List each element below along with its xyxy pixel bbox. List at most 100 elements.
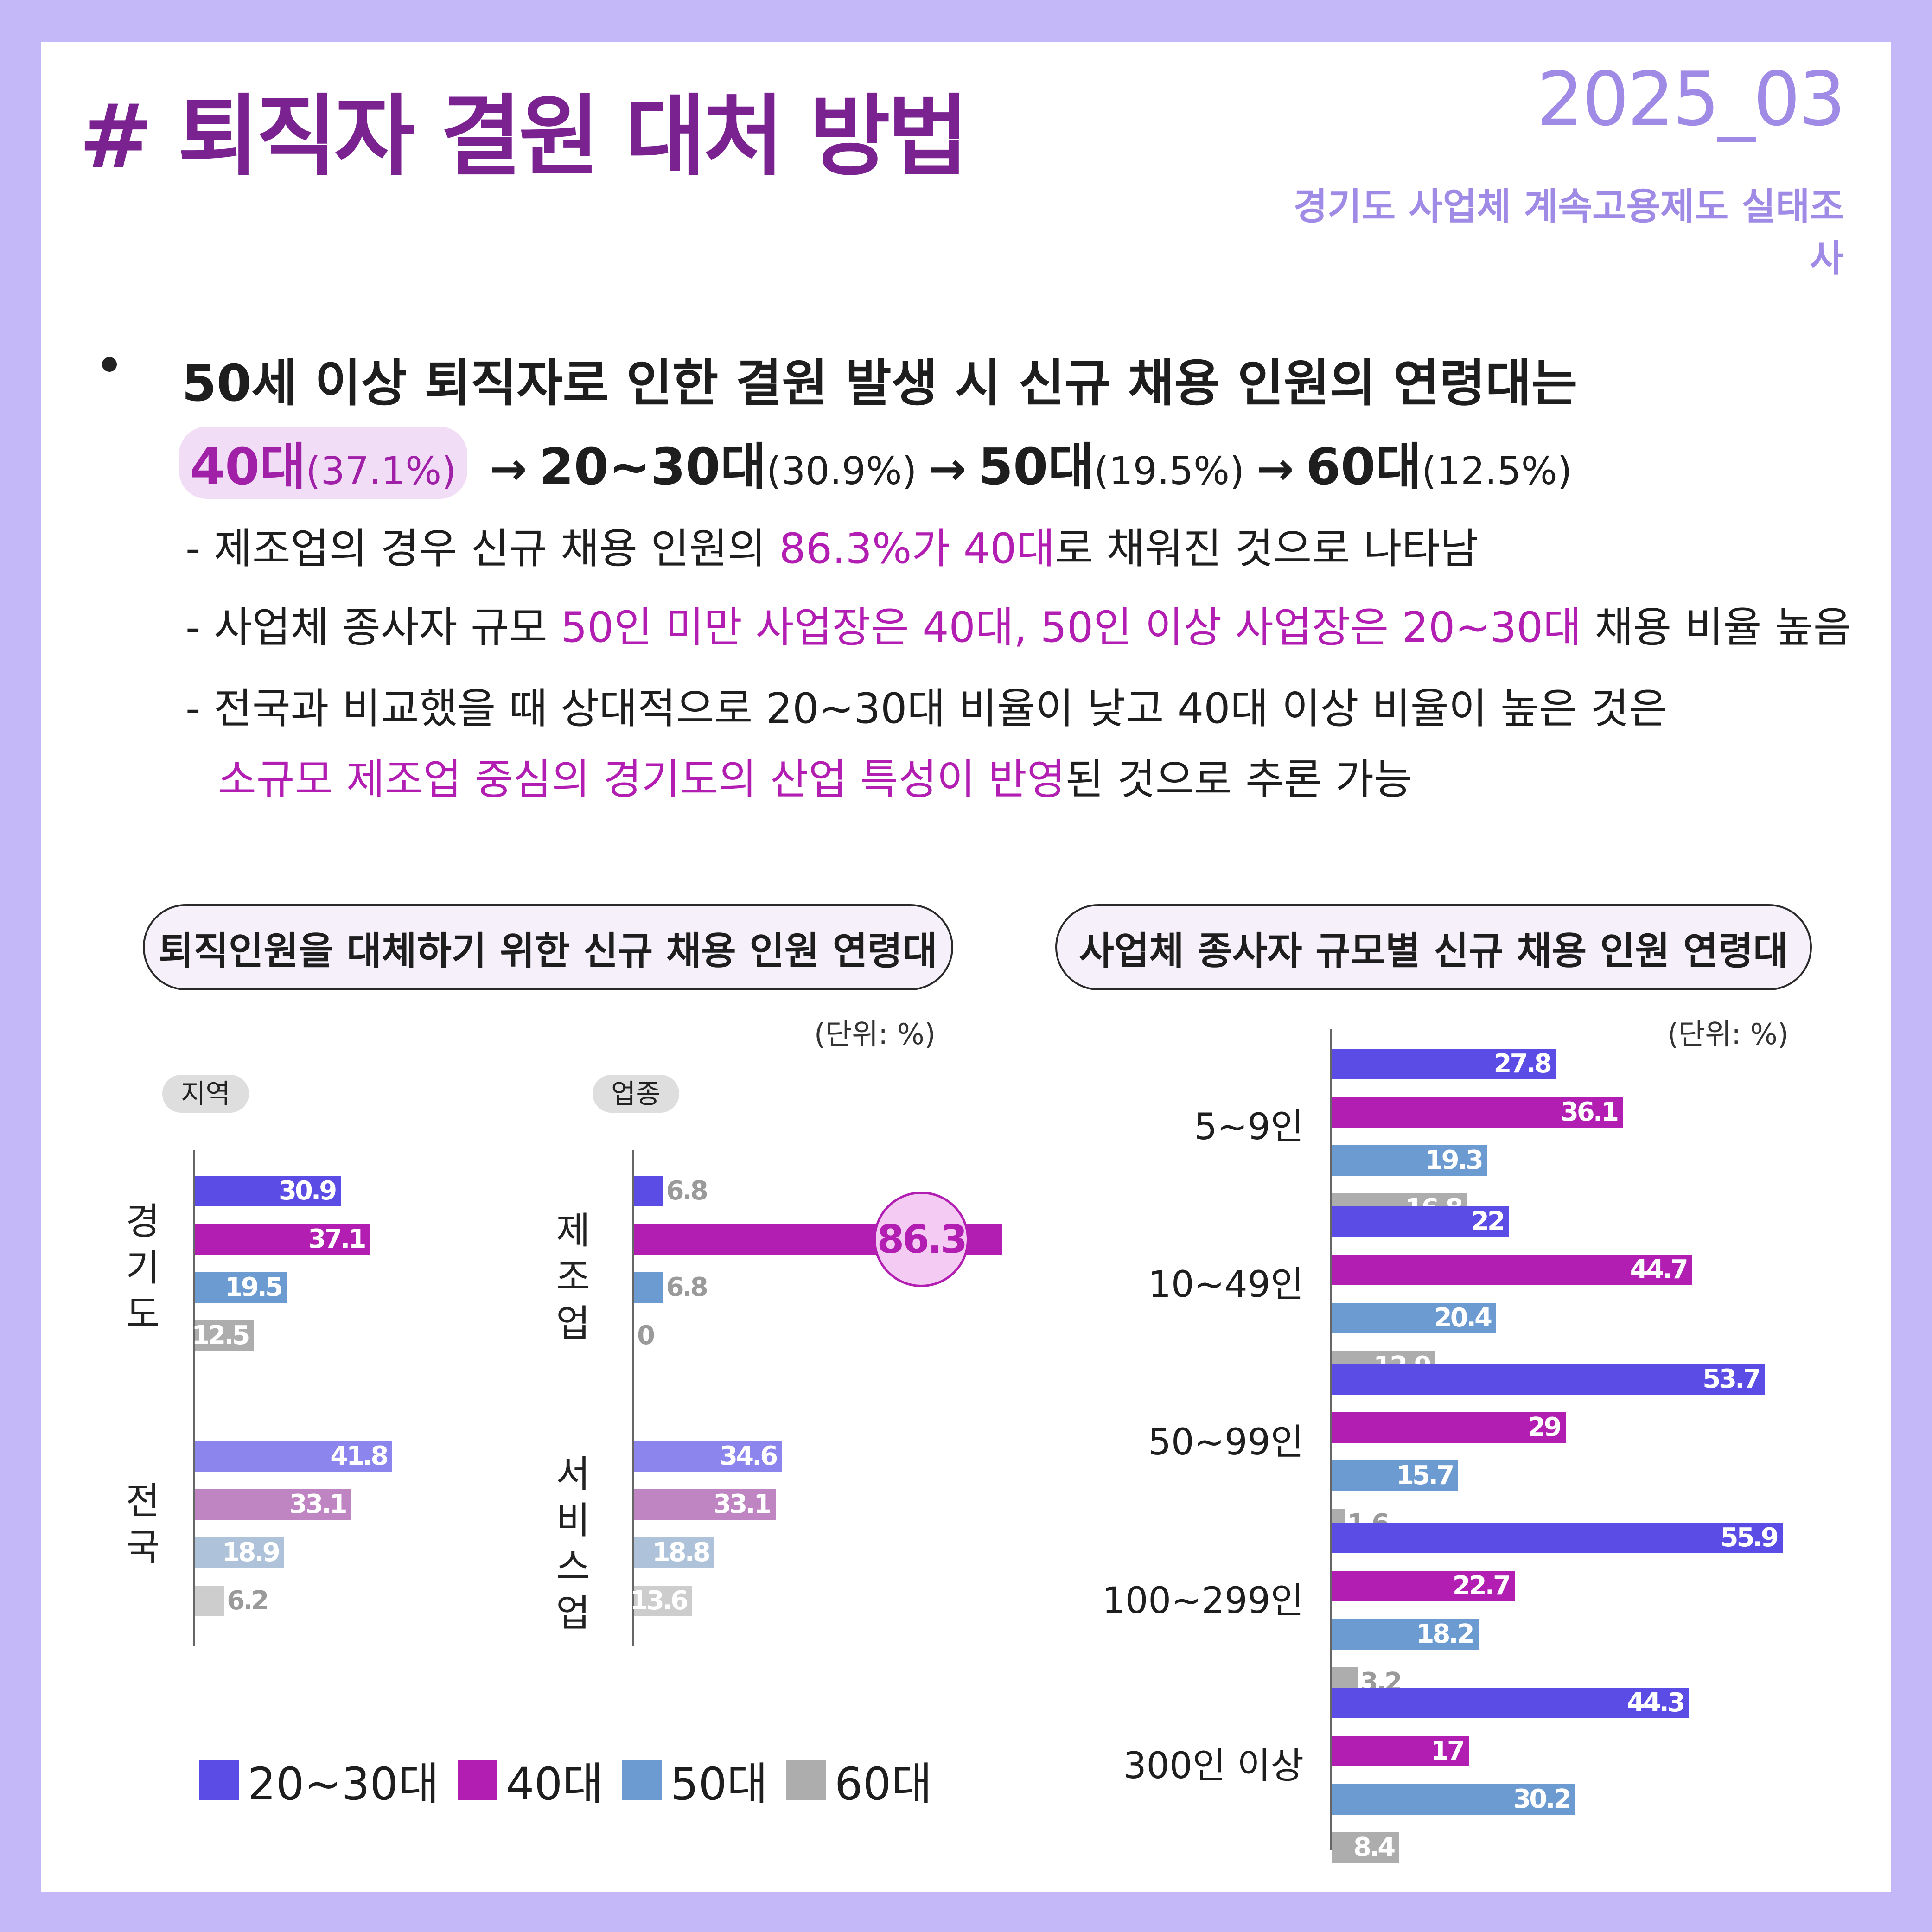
bar-40대: 33.1 xyxy=(634,1489,776,1520)
legend-item: 20~30대 xyxy=(199,1748,439,1812)
bar-value-label: 44.3 xyxy=(1626,1688,1685,1718)
bar-60대: 8.4 xyxy=(1332,1832,1400,1863)
legend-swatch xyxy=(199,1760,239,1800)
bar-value-label: 15.7 xyxy=(1396,1460,1454,1491)
rank-third-label: 50대 xyxy=(978,438,1094,496)
bar-value-label: 18.9 xyxy=(222,1537,281,1568)
bar-40대: 44.7 xyxy=(1332,1255,1692,1285)
bar-value-label: 18.8 xyxy=(652,1537,711,1568)
legend-item: 40대 xyxy=(458,1748,604,1812)
bar-20~30대: 30.9 xyxy=(195,1176,341,1206)
bar-40대: 29 xyxy=(1332,1412,1566,1443)
bar-40대: 37.1 xyxy=(195,1224,370,1255)
bar-value-label: 30.9 xyxy=(279,1176,337,1206)
bar-value-label: 20.4 xyxy=(1434,1303,1492,1333)
category-label: 300인 이상 xyxy=(1123,1745,1304,1787)
bar-value-label: 6.8 xyxy=(666,1176,708,1206)
bar-20~30대: 22 xyxy=(1332,1206,1509,1237)
legend-label: 20~30대 xyxy=(248,1758,440,1810)
bar-40대: 33.1 xyxy=(195,1489,351,1520)
rank-fourth-label: 60대 xyxy=(1306,438,1422,496)
legend: 20~30대 40대 50대 60대 xyxy=(199,1748,951,1812)
bar-value-label: 27.8 xyxy=(1493,1049,1552,1079)
bar-value-label: 12.5 xyxy=(191,1320,250,1351)
axis-line xyxy=(632,1150,634,1646)
bar-20~30대: 55.9 xyxy=(1332,1523,1783,1553)
bar-value-label: 19.5 xyxy=(224,1272,283,1302)
bar-60대: 13.6 xyxy=(630,1586,693,1616)
chart-title-left: 퇴직인원을 대체하기 위한 신규 채용 인원 연령대 xyxy=(143,904,953,990)
rank-arrow: → xyxy=(929,443,966,495)
bar-value-label: 13.6 xyxy=(630,1586,689,1616)
rank-arrow: → xyxy=(1256,443,1294,495)
summary-line-3: - 전국과 비교했을 때 상대적으로 20~30대 비율이 낮고 40대 이상 … xyxy=(185,684,1667,733)
bar-50대: 19.5 xyxy=(195,1272,287,1303)
bar-value-label: 30.2 xyxy=(1513,1784,1571,1814)
bar-value-label: 41.8 xyxy=(330,1441,389,1471)
panel-tag-industry: 업종 xyxy=(593,1075,679,1113)
highlight-callout: 86.3 xyxy=(874,1192,969,1287)
category-label: 100~299인 xyxy=(1102,1580,1304,1622)
rank-fourth-pct: (12.5%) xyxy=(1422,449,1572,493)
category-label: 5~9인 xyxy=(1194,1106,1304,1148)
bar-50대: 18.9 xyxy=(195,1537,284,1568)
summary-headline: 50세 이상 퇴직자로 인한 결원 발생 시 신규 채용 인원의 연령대는 xyxy=(182,355,1578,413)
bar-20~30대: 6.8 xyxy=(634,1176,708,1206)
bar-value-label: 18.2 xyxy=(1416,1619,1475,1649)
legend-label: 40대 xyxy=(506,1758,604,1810)
legend-swatch xyxy=(458,1760,498,1800)
bar-value-label: 55.9 xyxy=(1720,1523,1779,1553)
bar-20~30대: 27.8 xyxy=(1332,1049,1556,1079)
bar-value-label: 22 xyxy=(1471,1206,1505,1237)
bar-value-label: 6.8 xyxy=(666,1272,708,1302)
axis-line xyxy=(1330,1029,1332,1850)
bar-value-label: 29 xyxy=(1527,1412,1562,1442)
rank-third-pct: (19.5%) xyxy=(1094,449,1245,493)
bar-value-label: 34.6 xyxy=(720,1441,778,1471)
bar-60대: 12.5 xyxy=(191,1320,254,1351)
bar-value-label: 33.1 xyxy=(289,1489,347,1519)
bar-50대: 20.4 xyxy=(1332,1303,1496,1333)
bar-value-label: 17 xyxy=(1430,1736,1465,1766)
legend-label: 60대 xyxy=(835,1758,932,1810)
bar-60대: 6.2 xyxy=(195,1586,269,1616)
bar-40대: 17 xyxy=(1332,1736,1469,1766)
rank-arrow: → xyxy=(490,443,527,495)
bar-value-label: 8.4 xyxy=(1353,1832,1396,1862)
summary-rank: 40대(37.1%) → 20~30대 (30.9%) → 50대 (19.5%) … xyxy=(179,427,1572,499)
panel-tag-region: 지역 xyxy=(162,1075,249,1113)
bar-40대: 36.1 xyxy=(1332,1097,1623,1128)
bar-50대: 18.8 xyxy=(634,1537,714,1568)
page-title: # 퇴직자 결원 대처 방법 xyxy=(79,85,969,188)
category-label: 50~99인 xyxy=(1148,1422,1304,1463)
bar-value-label: 44.7 xyxy=(1630,1255,1689,1285)
category-label: 10~49인 xyxy=(1148,1264,1304,1306)
bar-value-label: 36.1 xyxy=(1560,1097,1619,1127)
bullet-dot xyxy=(102,357,117,372)
bar-value-label: 53.7 xyxy=(1702,1364,1761,1394)
bar-40대: 22.7 xyxy=(1332,1571,1515,1601)
bar-50대: 6.8 xyxy=(634,1272,708,1303)
bar-value-label: 37.1 xyxy=(308,1224,366,1254)
summary-line-1: - 제조업의 경우 신규 채용 인원의 86.3%가 40대로 채워진 것으로 … xyxy=(185,524,1479,573)
bar-20~30대: 53.7 xyxy=(1332,1364,1765,1395)
axis-line xyxy=(193,1150,195,1646)
rank-second-pct: (30.9%) xyxy=(766,449,917,493)
bar-50대: 15.7 xyxy=(1332,1460,1459,1491)
unit-left: (단위: %) xyxy=(814,1017,936,1051)
chart-title-right: 사업체 종사자 규모별 신규 채용 인원 연령대 xyxy=(1055,904,1812,990)
bar-20~30대: 41.8 xyxy=(195,1441,393,1472)
summary-line-4: 소규모 제조업 중심의 경기도의 산업 특성이 반영된 것으로 추론 가능 xyxy=(218,755,1412,804)
unit-right: (단위: %) xyxy=(1667,1017,1789,1051)
bar-50대: 19.3 xyxy=(1332,1145,1487,1176)
legend-item: 50대 xyxy=(622,1748,768,1812)
bar-50대: 30.2 xyxy=(1332,1784,1575,1815)
summary-line-2: - 사업체 종사자 규모 50인 미만 사업장은 40대, 50인 이상 사업장… xyxy=(185,603,1852,652)
bar-value-label: 0 xyxy=(637,1320,655,1351)
bar-20~30대: 34.6 xyxy=(634,1441,782,1472)
bar-20~30대: 44.3 xyxy=(1332,1688,1689,1718)
